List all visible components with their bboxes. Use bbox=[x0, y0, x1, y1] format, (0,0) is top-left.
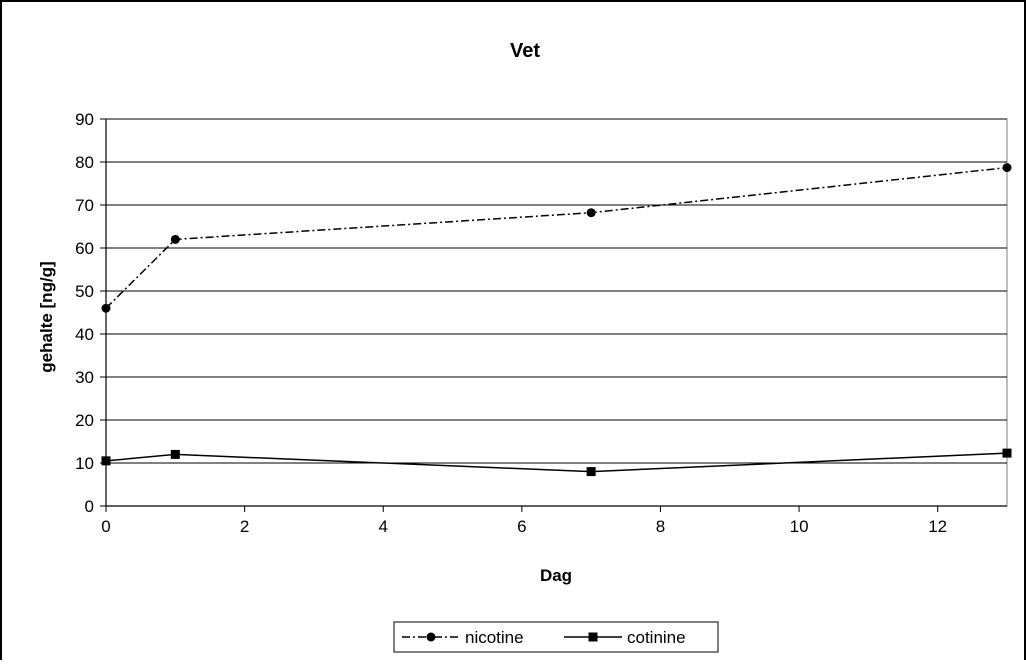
y-tick-label: 50 bbox=[75, 282, 94, 301]
y-tick-label: 90 bbox=[75, 110, 94, 129]
legend: nicotine cotinine bbox=[393, 621, 719, 653]
y-tick-label: 0 bbox=[85, 497, 94, 516]
series-line-nicotine bbox=[105, 166, 1008, 309]
y-tick-label: 60 bbox=[75, 239, 94, 258]
legend-label-nicotine: nicotine bbox=[465, 628, 524, 647]
x-axis-label: Dag bbox=[540, 566, 572, 585]
x-tick-label: 0 bbox=[101, 517, 110, 536]
y-axis-label: gehalte [ng/g] bbox=[37, 261, 56, 372]
gridlines bbox=[106, 118, 1007, 464]
x-tick-label: 4 bbox=[378, 517, 387, 536]
y-tick-label: 30 bbox=[75, 368, 94, 387]
x-tick-label: 8 bbox=[656, 517, 665, 536]
data-point-cotinine bbox=[170, 449, 180, 459]
data-point-cotinine bbox=[1002, 448, 1012, 458]
y-tick-label: 40 bbox=[75, 325, 94, 344]
legend-marker-nicotine bbox=[426, 632, 436, 642]
legend-label-cotinine: cotinine bbox=[627, 628, 686, 647]
series-line-cotinine bbox=[105, 452, 1008, 473]
data-point-nicotine bbox=[170, 234, 180, 244]
data-point-cotinine bbox=[101, 456, 111, 466]
y-tick-label: 80 bbox=[75, 153, 94, 172]
x-tick-label: 12 bbox=[928, 517, 947, 536]
legend-box bbox=[393, 621, 719, 653]
x-tick-label: 6 bbox=[517, 517, 526, 536]
y-tick-label: 70 bbox=[75, 196, 94, 215]
x-tick-labels: 0 2 4 6 8 10 12 bbox=[101, 517, 947, 536]
data-point-nicotine bbox=[1002, 163, 1012, 173]
y-tick-labels: 0 10 20 30 40 50 60 70 80 90 bbox=[75, 110, 94, 516]
y-tick-label: 10 bbox=[75, 454, 94, 473]
y-tick-label: 20 bbox=[75, 411, 94, 430]
chart-title: Vet bbox=[510, 40, 540, 62]
data-series bbox=[101, 163, 1012, 477]
data-point-nicotine bbox=[586, 208, 596, 218]
legend-marker-cotinine bbox=[588, 632, 598, 642]
x-tick-label: 2 bbox=[240, 517, 249, 536]
data-point-cotinine bbox=[586, 467, 596, 477]
legend-item-cotinine: cotinine bbox=[564, 628, 686, 647]
plot-area bbox=[105, 118, 1008, 507]
legend-item-nicotine: nicotine bbox=[402, 628, 524, 647]
x-tick-label: 10 bbox=[790, 517, 809, 536]
data-point-nicotine bbox=[101, 303, 111, 313]
